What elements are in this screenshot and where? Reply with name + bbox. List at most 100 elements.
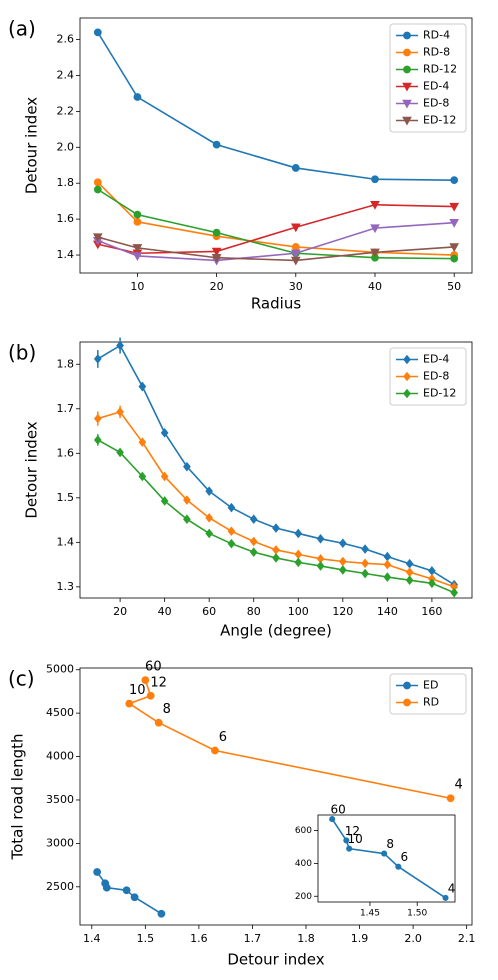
marker bbox=[402, 82, 412, 92]
x-tick-label: 40 bbox=[158, 605, 172, 618]
marker bbox=[370, 248, 380, 258]
y-axis-label: Total road length bbox=[9, 733, 27, 860]
marker bbox=[227, 526, 236, 537]
marker bbox=[290, 249, 301, 259]
legend-box bbox=[389, 347, 467, 406]
marker bbox=[133, 210, 142, 219]
marker bbox=[125, 699, 134, 708]
marker bbox=[346, 845, 353, 852]
marker bbox=[138, 381, 147, 392]
marker bbox=[249, 514, 258, 524]
legend-label: ED-8 bbox=[423, 370, 449, 383]
x-tick-label: 160 bbox=[421, 605, 442, 618]
y-tick-label: 600 bbox=[295, 826, 312, 836]
marker bbox=[141, 676, 150, 685]
marker bbox=[403, 681, 411, 690]
point-label: 10 bbox=[129, 683, 146, 698]
marker bbox=[402, 116, 412, 126]
marker bbox=[122, 886, 131, 895]
marker bbox=[361, 558, 369, 569]
marker bbox=[157, 909, 166, 918]
marker bbox=[138, 471, 147, 482]
plot-area bbox=[317, 814, 456, 903]
series-line bbox=[97, 203, 455, 255]
y-tick-label: 1.5 bbox=[57, 491, 75, 504]
marker bbox=[403, 371, 411, 382]
marker bbox=[205, 513, 214, 523]
series-line bbox=[97, 31, 455, 181]
y-tick-label: 4500 bbox=[46, 706, 74, 719]
marker bbox=[92, 233, 103, 243]
panel-label: (a) bbox=[8, 17, 36, 41]
y-tick-label: 1.6 bbox=[57, 446, 75, 459]
marker bbox=[450, 254, 459, 263]
marker bbox=[133, 93, 142, 101]
legend-label: RD bbox=[423, 696, 439, 709]
marker bbox=[93, 435, 102, 445]
x-tick-label: 120 bbox=[332, 605, 353, 618]
marker bbox=[290, 256, 301, 266]
series-line bbox=[97, 236, 455, 262]
legend-label: ED-8 bbox=[423, 97, 449, 110]
legend-label: RD-8 bbox=[423, 46, 450, 59]
marker bbox=[205, 528, 214, 539]
marker bbox=[371, 175, 379, 184]
point-label: 60 bbox=[331, 803, 346, 817]
x-tick-label: 1.9 bbox=[351, 932, 369, 945]
y-tick-label: 3000 bbox=[46, 836, 74, 849]
marker bbox=[183, 461, 191, 472]
legend-label: RD-4 bbox=[423, 29, 450, 42]
y-tick-label: 1.8 bbox=[57, 176, 75, 189]
x-tick-label: 1.5 bbox=[137, 932, 155, 945]
marker bbox=[383, 559, 392, 570]
marker bbox=[449, 202, 460, 212]
marker bbox=[403, 31, 411, 40]
marker bbox=[160, 428, 169, 438]
legend-label: RD-12 bbox=[423, 63, 457, 76]
y-tick-label: 1.8 bbox=[57, 357, 75, 370]
marker bbox=[272, 523, 280, 533]
marker bbox=[205, 486, 214, 496]
marker bbox=[403, 354, 411, 365]
marker bbox=[211, 254, 222, 263]
marker bbox=[370, 224, 380, 234]
x-tick-label: 30 bbox=[289, 280, 303, 293]
marker bbox=[449, 219, 460, 228]
legend-label: ED bbox=[423, 679, 438, 692]
marker bbox=[395, 863, 402, 870]
marker bbox=[294, 557, 303, 568]
marker bbox=[93, 354, 102, 364]
marker bbox=[294, 528, 303, 539]
legend-label: ED-12 bbox=[423, 114, 456, 127]
marker bbox=[361, 568, 369, 579]
x-axis-label: Detour index bbox=[227, 951, 324, 969]
y-tick-label: 2.4 bbox=[57, 68, 75, 81]
y-axis-label: Detour index bbox=[23, 97, 41, 194]
marker bbox=[403, 388, 411, 399]
marker bbox=[93, 868, 102, 876]
marker bbox=[338, 538, 347, 549]
x-tick-label: 140 bbox=[377, 605, 398, 618]
marker bbox=[338, 565, 347, 575]
x-tick-label: 2.0 bbox=[404, 932, 422, 945]
y-tick-label: 4000 bbox=[46, 750, 74, 763]
marker bbox=[160, 496, 169, 506]
marker bbox=[291, 243, 300, 251]
marker bbox=[290, 223, 301, 233]
x-tick-label: 40 bbox=[368, 280, 382, 293]
marker bbox=[93, 28, 102, 37]
point-label: 6 bbox=[400, 850, 408, 864]
marker bbox=[361, 544, 369, 554]
marker bbox=[138, 437, 147, 447]
point-label: 4 bbox=[448, 881, 456, 895]
marker bbox=[370, 201, 380, 210]
point-label: 60 bbox=[145, 660, 162, 675]
marker bbox=[211, 746, 219, 755]
y-tick-label: 5000 bbox=[46, 663, 74, 676]
marker bbox=[383, 572, 392, 582]
marker bbox=[160, 471, 169, 482]
marker bbox=[133, 217, 142, 226]
x-tick-label: 20 bbox=[113, 605, 127, 618]
marker bbox=[403, 698, 411, 707]
y-tick-label: 1.6 bbox=[57, 212, 75, 225]
